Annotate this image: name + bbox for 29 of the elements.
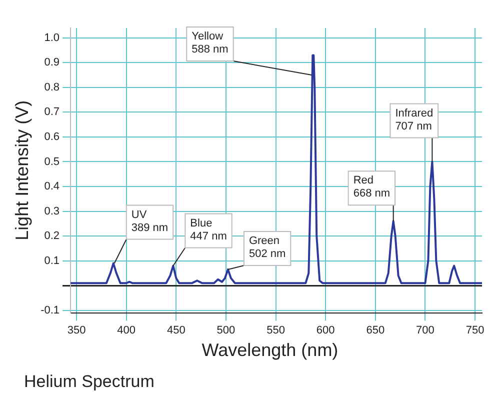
- y-tick-label: 0.6: [44, 131, 60, 143]
- y-tick-label: 0.2: [44, 230, 60, 242]
- annotation: Yellow 588 nm: [192, 30, 228, 56]
- x-tick-label: 750: [466, 324, 484, 336]
- x-tick-label: 400: [117, 324, 136, 336]
- x-tick-label: 350: [67, 324, 86, 336]
- y-tick-label: 0.9: [44, 56, 60, 69]
- y-tick-label: 0.3: [44, 205, 60, 218]
- y-tick-label: 0.1: [44, 254, 60, 267]
- annotation: Green 502 nm: [248, 234, 286, 260]
- y-tick-label: 1.0: [44, 32, 60, 44]
- annotation: Infrared 707 nm: [395, 107, 434, 132]
- x-tick-label: 650: [366, 324, 385, 336]
- x-tick-label: 550: [266, 324, 285, 336]
- text: Helium Spectrum: [24, 372, 154, 392]
- x-axis-title: Wavelength (nm): [200, 340, 340, 361]
- y-tick-label: 0.5: [44, 156, 60, 168]
- x-tick-label: 500: [216, 324, 236, 336]
- annotation: Red 668 nm: [353, 174, 390, 200]
- annotation: UV 389 nm: [131, 208, 168, 234]
- annotation: Blue 447 nm: [190, 217, 227, 242]
- x-tick-label: 700: [416, 324, 434, 336]
- y-tick-label: 0.4: [44, 180, 60, 193]
- y-tick-label: -0.1: [40, 304, 60, 316]
- y-tick-label: 0.8: [44, 81, 60, 94]
- x-tick-label: 600: [316, 324, 335, 336]
- x-tick-label: 450: [166, 324, 186, 336]
- y-axis-title: Light Intensity (V): [12, 100, 32, 240]
- y-tick-label: 0.7: [44, 106, 60, 118]
